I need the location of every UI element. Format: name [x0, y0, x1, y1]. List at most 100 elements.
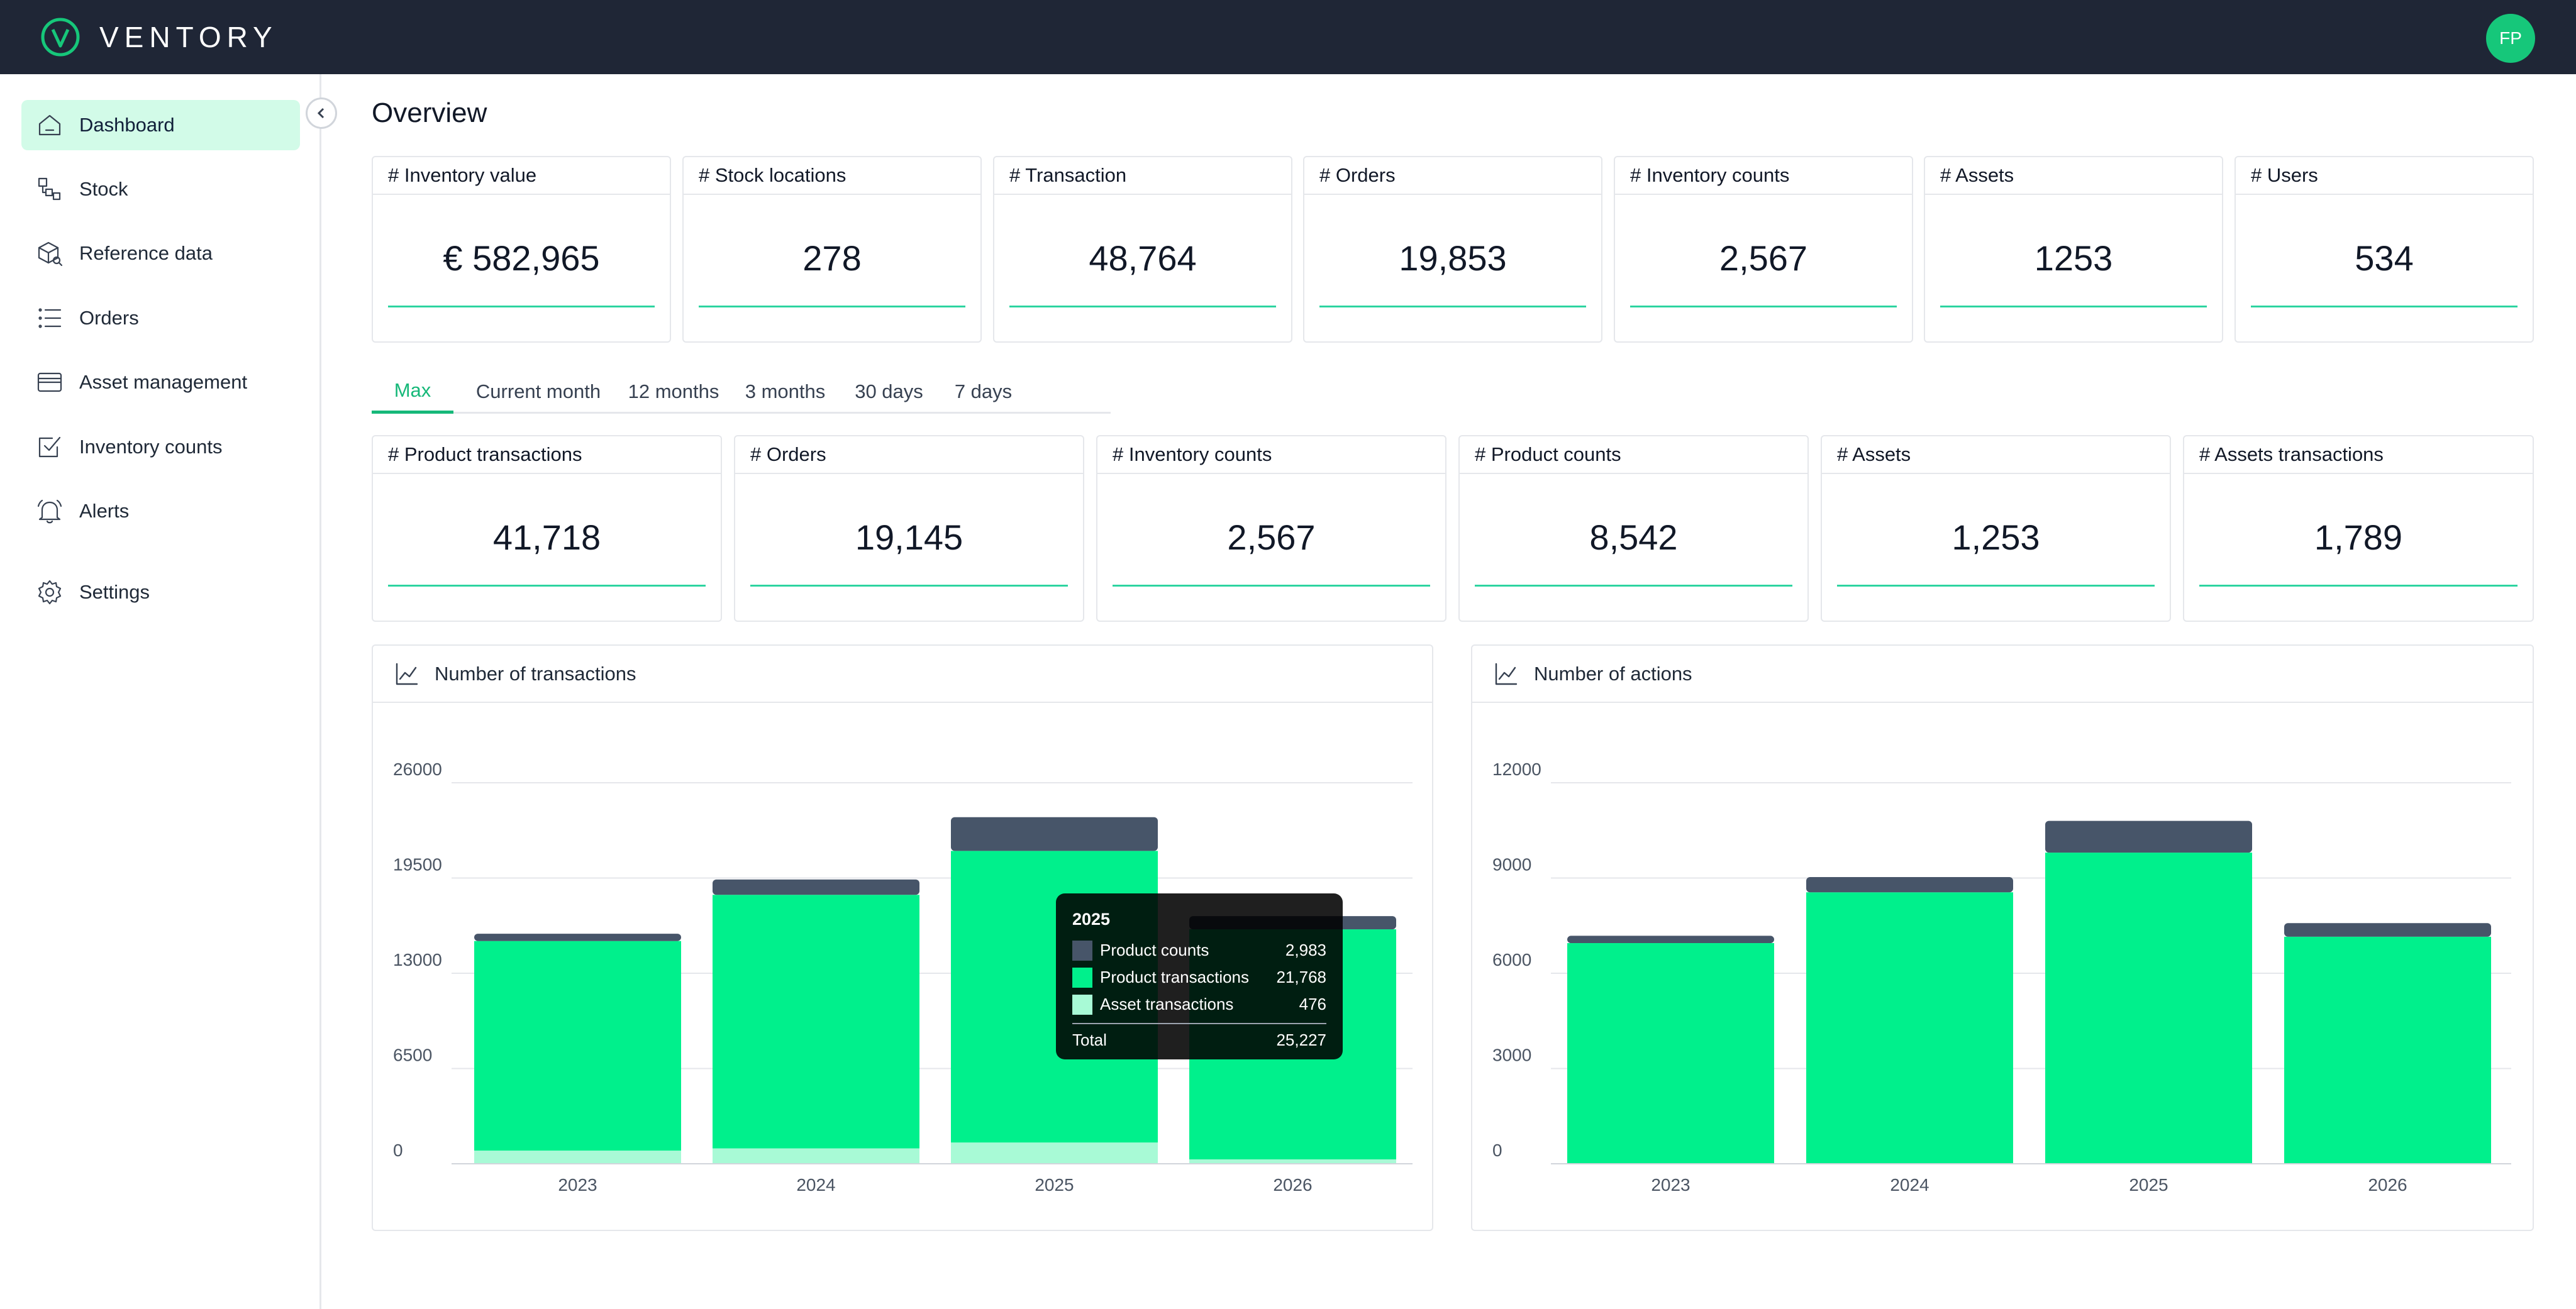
overview-card-orders: # Orders 19,853: [1303, 156, 1602, 343]
card-label: # Orders: [1304, 157, 1601, 195]
overview-card-transaction: # Transaction 48,764: [993, 156, 1292, 343]
checkbox-icon: [35, 433, 64, 461]
chart-header: Number of transactions: [373, 646, 1432, 703]
tooltip-row: Product counts 2,983: [1072, 937, 1326, 964]
list-icon: [35, 304, 64, 333]
bell-icon: [35, 497, 64, 526]
card-value: 1,253: [1951, 517, 2040, 557]
card-underline: [1475, 585, 1792, 587]
brand-name: VENTORY: [99, 21, 278, 53]
sidebar-item-inventory-counts[interactable]: Inventory counts: [21, 422, 300, 472]
sidebar-item-label: Reference data: [79, 242, 213, 264]
chart-title: Number of actions: [1534, 662, 1692, 685]
chart-header: Number of actions: [1472, 646, 2533, 703]
card-value: 278: [802, 238, 862, 278]
tooltip-series-value: 2,983: [1285, 941, 1326, 959]
card-value: 1253: [2034, 238, 2113, 278]
card-underline: [2251, 306, 2518, 307]
tab-30-days[interactable]: 30 days: [855, 380, 923, 402]
gear-icon: [35, 578, 64, 607]
period-card-product-counts: # Product counts 8,542: [1458, 435, 1809, 622]
card-label: # Transaction: [994, 157, 1291, 195]
card-value: 2,567: [1719, 238, 1808, 278]
card-label: # Product transactions: [373, 436, 721, 474]
tooltip-total-value: 25,227: [1276, 1030, 1326, 1049]
card-value: 2,567: [1227, 517, 1316, 557]
tab-7-days[interactable]: 7 days: [954, 380, 1013, 402]
chart-tooltip: 2025 Product counts 2,983 Product transa…: [1056, 893, 1343, 1059]
sidebar-item-asset-management[interactable]: Asset management: [21, 357, 300, 407]
card-label: # Assets transactions: [2184, 436, 2533, 474]
card-label: # Assets: [1822, 436, 2170, 474]
card-underline: [1009, 306, 1276, 307]
tooltip-row: Asset transactions 476: [1072, 991, 1326, 1018]
tooltip-series-name: Product counts: [1100, 941, 1209, 959]
sidebar: Dashboard Stock Reference data Orders As…: [0, 74, 321, 1309]
sidebar-item-alerts[interactable]: Alerts: [21, 486, 300, 536]
home-icon: [35, 111, 64, 140]
card-underline: [1837, 585, 2155, 587]
card-underline: [1940, 306, 2207, 307]
chevron-left-icon: [317, 108, 325, 119]
card-underline: [388, 306, 655, 307]
sidebar-item-dashboard[interactable]: Dashboard: [21, 100, 300, 150]
overview-card-users: # Users 534: [2235, 156, 2534, 343]
overview-card-assets: # Assets 1253: [1924, 156, 2223, 343]
tooltip-row: Product transactions 21,768: [1072, 964, 1326, 991]
legend-swatch: [1072, 994, 1092, 1015]
overview-card-inventory-value: # Inventory value € 582,965: [372, 156, 671, 343]
chart-title: Number of transactions: [435, 662, 636, 685]
tooltip-total-label: Total: [1072, 1030, 1107, 1049]
stock-icon: [35, 175, 64, 204]
avatar[interactable]: FP: [2486, 14, 2535, 63]
sidebar-item-stock[interactable]: Stock: [21, 164, 300, 214]
collapse-sidebar-button[interactable]: [306, 97, 337, 129]
tooltip-total-row: Total 25,227: [1072, 1023, 1326, 1050]
sidebar-item-label: Orders: [79, 307, 139, 329]
line-chart-icon: [396, 663, 418, 685]
sidebar-item-orders[interactable]: Orders: [21, 293, 300, 343]
card-underline: [1113, 585, 1430, 587]
card-label: # Product counts: [1460, 436, 1807, 474]
card-value: 19,853: [1399, 238, 1507, 278]
card-label: # Assets: [1925, 157, 2222, 195]
period-tabs: Max Current month 12 months 3 months 30 …: [372, 370, 1111, 414]
period-card-orders: # Orders 19,145: [734, 435, 1084, 622]
top-bar: VENTORY FP: [0, 0, 2576, 74]
sidebar-item-settings[interactable]: Settings: [21, 567, 300, 617]
asset-icon: [35, 368, 64, 397]
card-underline: [750, 585, 1068, 587]
sidebar-item-label: Stock: [79, 178, 128, 200]
tab-12-months[interactable]: 12 months: [628, 380, 719, 402]
period-card-inventory-counts: # Inventory counts 2,567: [1096, 435, 1446, 622]
brand-logo[interactable]: VENTORY: [40, 18, 278, 57]
card-label: # Inventory counts: [1097, 436, 1445, 474]
sidebar-item-label: Settings: [79, 581, 150, 603]
tab-3-months[interactable]: 3 months: [745, 380, 826, 402]
card-underline: [1630, 306, 1897, 307]
chart-card-actions: Number of actions: [1471, 644, 2534, 1231]
card-label: # Inventory counts: [1615, 157, 1912, 195]
tooltip-series-value: 476: [1299, 995, 1326, 1014]
sidebar-item-reference-data[interactable]: Reference data: [21, 228, 300, 279]
card-underline: [2199, 585, 2518, 587]
period-card-assets-transactions: # Assets transactions 1,789: [2183, 435, 2534, 622]
tab-max[interactable]: Max: [372, 370, 453, 414]
overview-card-stock-locations: # Stock locations 278: [682, 156, 982, 343]
reference-data-icon: [35, 239, 64, 268]
overview-card-inventory-counts: # Inventory counts 2,567: [1614, 156, 1913, 343]
card-label: # Stock locations: [684, 157, 980, 195]
ventory-logo-icon: [41, 18, 80, 57]
tab-current-month[interactable]: Current month: [475, 380, 601, 402]
legend-swatch: [1072, 940, 1092, 961]
tooltip-series-name: Product transactions: [1100, 968, 1250, 986]
card-value: 48,764: [1089, 238, 1197, 278]
page-title: Overview: [372, 97, 487, 128]
sidebar-item-label: Asset management: [79, 371, 248, 393]
period-card-assets: # Assets 1,253: [1821, 435, 2171, 622]
sidebar-item-label: Alerts: [79, 500, 130, 522]
card-value: € 582,965: [443, 238, 600, 278]
card-value: 8,542: [1589, 517, 1678, 557]
card-value: 19,145: [855, 517, 963, 557]
card-underline: [388, 585, 706, 587]
